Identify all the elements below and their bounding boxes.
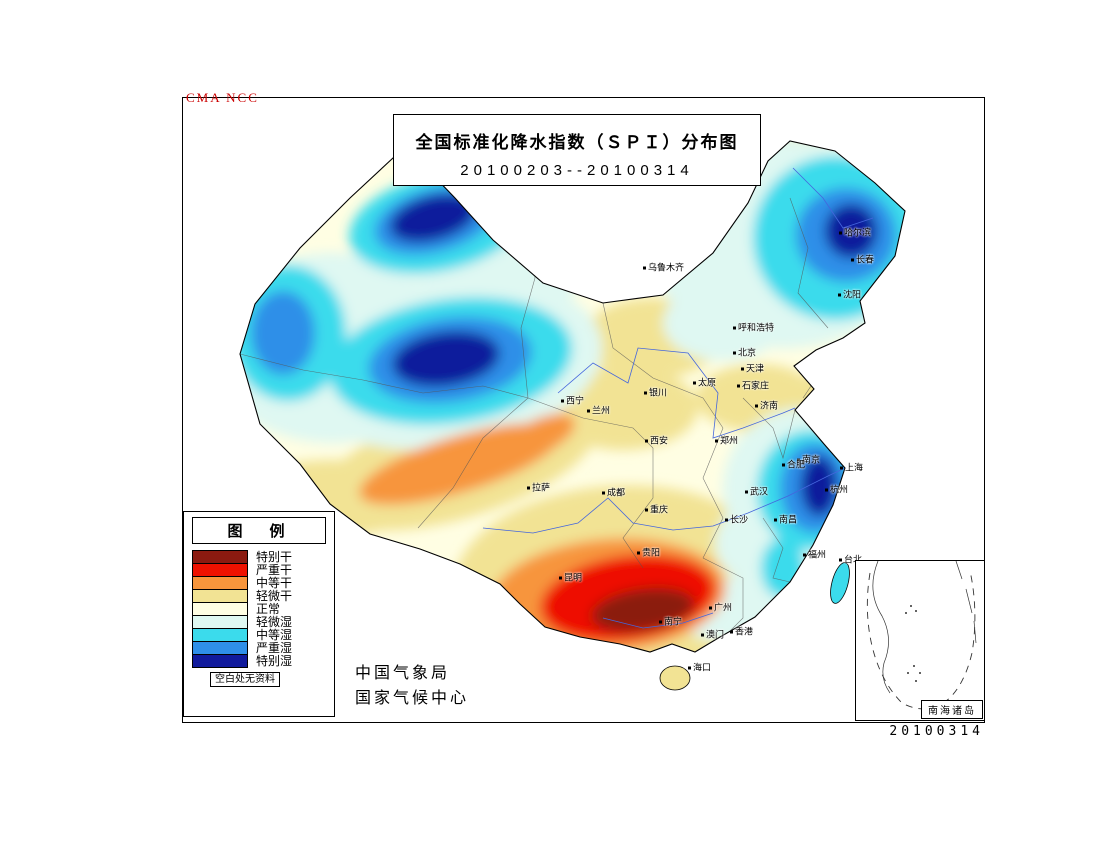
agency-block: 中国气象局 国家气候中心 bbox=[355, 661, 469, 711]
legend-item: 严重干 bbox=[192, 563, 334, 577]
legend-item: 正常 bbox=[192, 602, 334, 616]
legend-swatch bbox=[192, 602, 248, 616]
map-date-range: 20100203--20100314 bbox=[460, 162, 694, 179]
map-title-box: 全国标准化降水指数（ＳＰＩ）分布图 20100203--20100314 bbox=[393, 114, 761, 186]
legend-label: 中等湿 bbox=[256, 627, 293, 642]
legend-item: 特别干 bbox=[192, 550, 334, 564]
legend-swatch bbox=[192, 576, 248, 590]
legend-swatch bbox=[192, 550, 248, 564]
legend-swatch bbox=[192, 563, 248, 577]
agency-line2: 国家气候中心 bbox=[355, 690, 470, 707]
legend-item: 中等湿 bbox=[192, 628, 334, 642]
map-frame: 乌鲁木齐 哈尔滨 长春 沈阳 呼和浩特 北京 天津 石家庄 太原 济南 银川 西宁 兰州 西安 郑州 南京 合肥… bbox=[182, 97, 985, 723]
inset-islands bbox=[905, 605, 921, 682]
legend-label: 正常 bbox=[256, 601, 281, 616]
inset-map bbox=[866, 560, 977, 710]
agency-line1: 中国气象局 bbox=[355, 665, 451, 682]
legend-label: 严重干 bbox=[256, 562, 293, 577]
legend-label: 特别干 bbox=[256, 549, 293, 564]
legend-items: 特别干 严重干 中等干 轻微干 正常 轻微湿 中等湿 严重湿 特别湿 bbox=[192, 550, 334, 668]
inset-label: 南海诸岛 bbox=[921, 700, 983, 719]
legend-item: 特别湿 bbox=[192, 654, 334, 668]
legend-swatch bbox=[192, 589, 248, 603]
legend-title: 图 例 bbox=[192, 517, 326, 544]
legend-no-data: 空白处无资料 bbox=[210, 672, 280, 687]
legend-item: 严重湿 bbox=[192, 641, 334, 655]
china-outline bbox=[239, 140, 906, 653]
cma-ncc-watermark: CMA NCC bbox=[186, 90, 259, 105]
footer-date: 20100314 bbox=[889, 724, 984, 739]
taiwan-island bbox=[830, 562, 850, 604]
legend-item: 轻微湿 bbox=[192, 615, 334, 629]
legend-swatch bbox=[192, 654, 248, 668]
legend-swatch bbox=[192, 628, 248, 642]
legend-box: 图 例 特别干 严重干 中等干 轻微干 正常 轻微湿 中等湿 严重湿 特别湿 空白处无资料 bbox=[183, 511, 335, 717]
legend-label: 中等干 bbox=[256, 575, 293, 590]
rivers bbox=[482, 167, 874, 629]
legend-label: 轻微湿 bbox=[256, 614, 293, 629]
legend-swatch bbox=[192, 615, 248, 629]
south-china-sea-inset: 南海诸岛 bbox=[855, 560, 985, 721]
legend-label: 轻微干 bbox=[256, 588, 293, 603]
legend-label: 特别湿 bbox=[256, 653, 293, 668]
legend-item: 轻微干 bbox=[192, 589, 334, 603]
hainan-island bbox=[659, 665, 691, 691]
map-title: 全国标准化降水指数（ＳＰＩ）分布图 bbox=[415, 133, 739, 152]
legend-swatch bbox=[192, 641, 248, 655]
legend-item: 中等干 bbox=[192, 576, 334, 590]
legend-label: 严重湿 bbox=[256, 640, 293, 655]
